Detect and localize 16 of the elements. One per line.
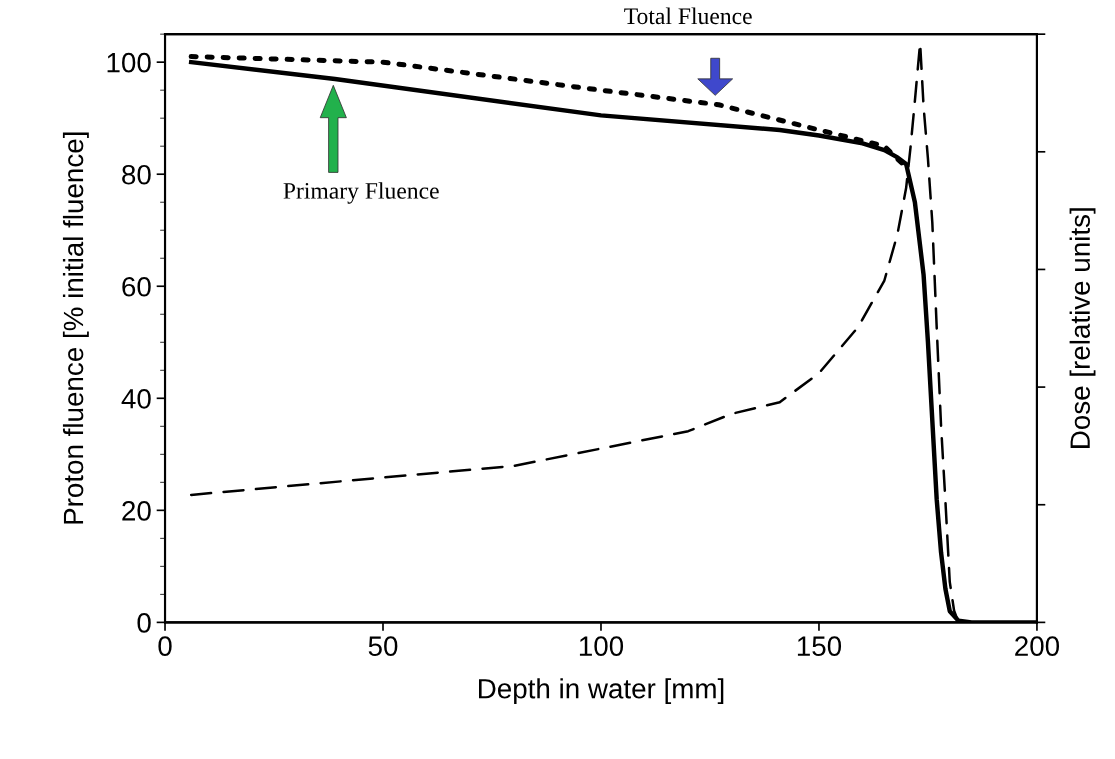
- x-axis-title: Depth in water [mm]: [479, 678, 724, 705]
- y-tick-label: 60: [122, 276, 151, 297]
- annotation: Primary Fluence: [283, 182, 439, 204]
- y-tick-label: 20: [122, 501, 151, 521]
- y-axis-title: Proton fluence [% initial fluence]: [62, 132, 89, 524]
- y-tick-label: 80: [122, 164, 151, 185]
- x-tick-label: 50: [368, 636, 398, 656]
- x-tick-label: 0: [158, 636, 172, 656]
- y-tick-label: 100: [107, 52, 151, 73]
- y2-axis-title: Dose [relative units]: [1069, 208, 1096, 448]
- x-tick-label: 150: [797, 636, 842, 656]
- text: Total Fluence: [624, 7, 752, 25]
- x-tick-label: 100: [579, 636, 624, 656]
- y-tick-label: 0: [137, 613, 151, 633]
- x-tick-label: 200: [1015, 636, 1060, 656]
- y-tick-label: 40: [121, 388, 151, 409]
